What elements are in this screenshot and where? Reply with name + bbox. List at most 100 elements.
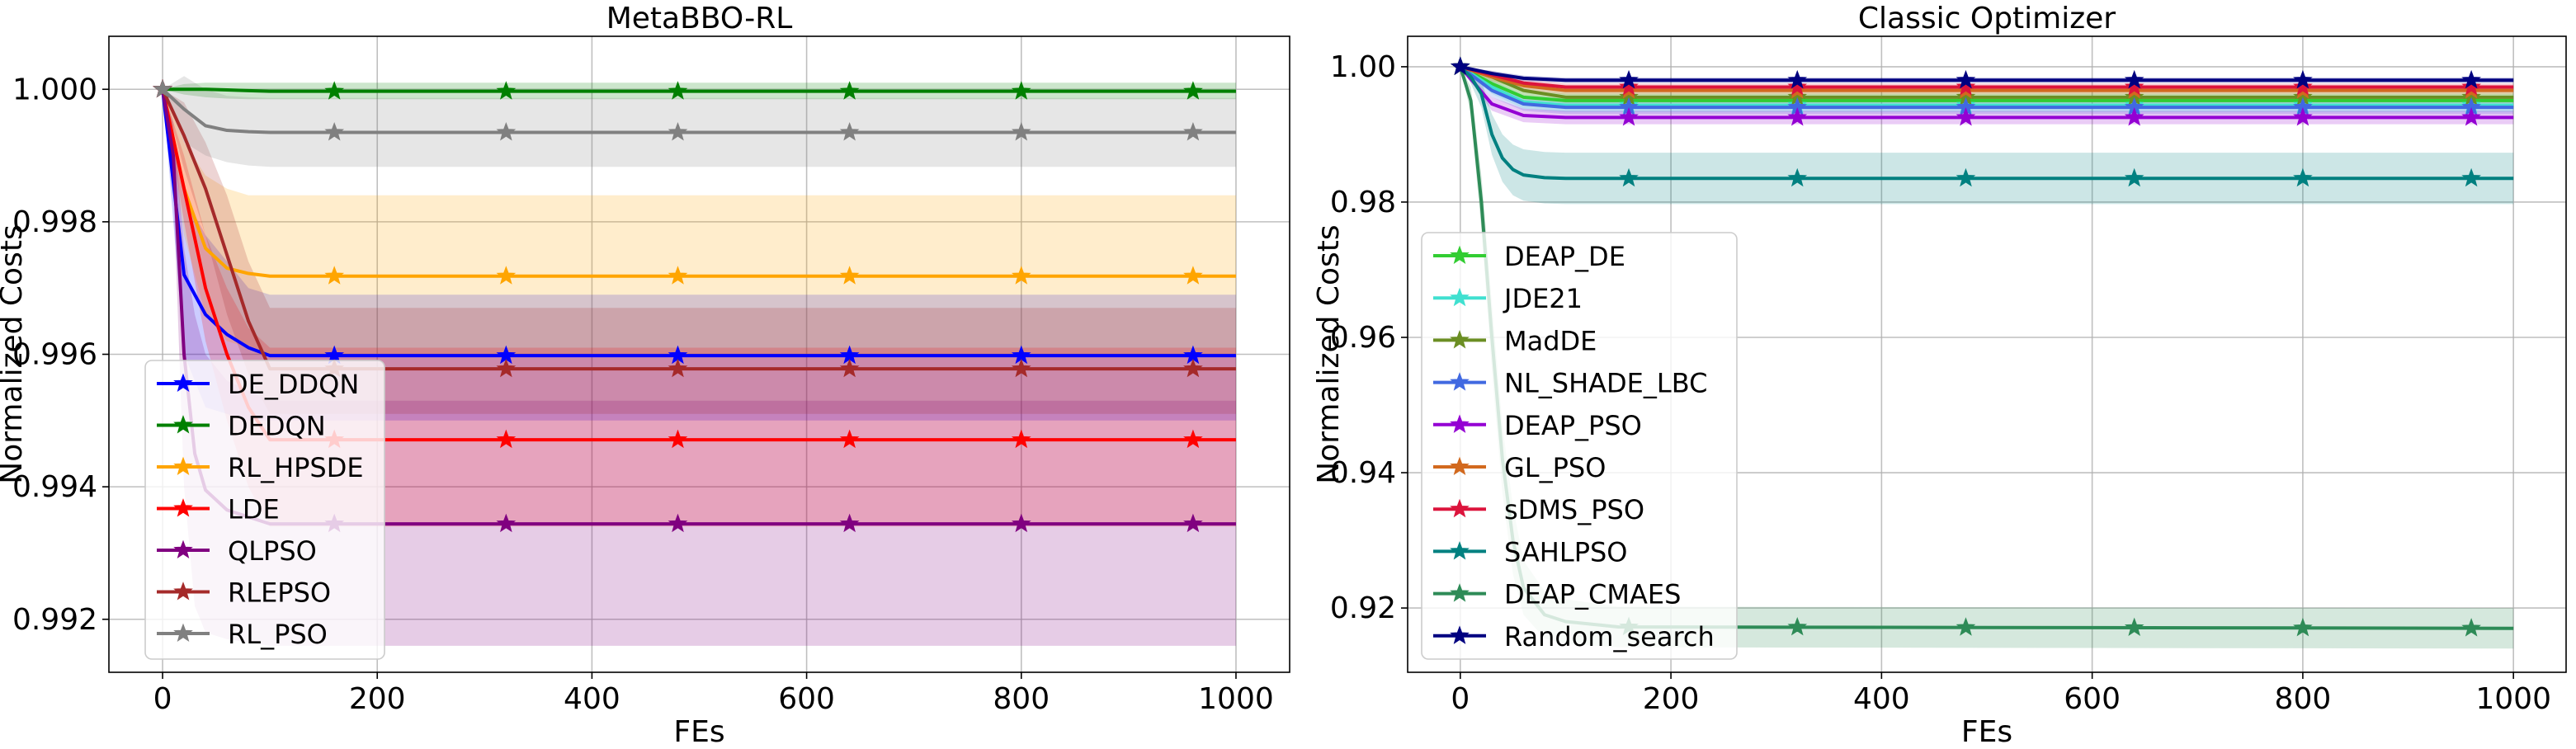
legend: DE_DDQN DEDQN RL_HPSDE LDE QLPSO RLEPSO RL_PSO [144,360,385,660]
data-point-marker [668,429,688,449]
legend-entry: RL_HPSDE [157,452,364,483]
data-point-marker [2124,617,2144,637]
data-point-marker [324,81,345,100]
x-tick-label: 0 [1451,682,1470,716]
data-point-marker [1011,122,1031,141]
data-point-marker [668,266,688,285]
legend-label: sDMS_PSO [1504,494,1644,525]
legend-marker [173,623,193,643]
legend-marker [1450,456,1470,476]
data-point-marker [2461,167,2481,187]
legend-marker [173,415,193,434]
data-point-marker [839,513,860,533]
y-tick-label: 0.96 [1330,321,1396,355]
series-line [1459,65,2514,110]
data-point-marker [1011,429,1031,449]
legend-entry: DE_DDQN [157,369,359,400]
x-tick-label: 200 [349,682,406,716]
confidence-band [1460,66,2514,115]
data-point-marker [496,358,517,378]
series-line [1459,65,2514,107]
x-tick-label: 1000 [1198,682,1274,716]
data-point-marker [1183,429,1203,449]
data-point-marker [2461,69,2481,89]
series-line [163,87,1236,93]
legend-entry: QLPSO [157,535,317,567]
confidence-band [163,76,1236,167]
legend-entry: DEAP_PSO [1433,410,1642,441]
data-point-marker [496,81,517,100]
y-axis-label: Normalized Costs [0,224,29,483]
confidence-band [1460,66,2514,91]
data-point-marker [1956,107,1976,126]
data-point-marker [668,81,688,100]
legend-box [144,360,385,660]
legend-label: DEDQN [228,411,326,442]
x-tick-label: 400 [564,682,620,716]
data-point-marker [668,122,688,141]
panel-classic-optimizer: Classic Optimizer FEs Normalized Costs 0… [1312,2,2567,749]
legend-entry: GL_PSO [1433,452,1606,483]
legend-label: DE_DDQN [228,369,359,400]
series-line [161,89,1236,358]
legend-marker [173,539,193,559]
data-point-marker [1011,81,1031,100]
series-line [1460,64,2514,82]
legend-marker [173,498,193,517]
data-point-marker [839,122,860,141]
legend-label: RLEPSO [228,577,331,609]
data-point-marker [1787,77,1808,96]
data-point-marker [1956,167,1976,187]
legend-entry: RLEPSO [157,577,331,609]
data-point-marker [2461,618,2481,637]
x-axis-label: FEs [673,715,724,749]
legend-entry: MadDE [1433,325,1597,356]
data-point-marker [1787,69,1808,89]
data-point-marker [1183,266,1203,285]
axes-frame [1407,35,2567,673]
legend-entry: SAHLPSO [1433,536,1627,568]
data-point-marker [839,358,860,378]
data-point-marker [1183,358,1203,378]
x-tick-label: 1000 [2475,682,2551,716]
legend-entry: RL_PSO [157,619,328,650]
legend-label: RL_PSO [228,619,328,650]
y-tick-label: 1.000 [12,73,97,106]
confidence-band [1460,66,2514,103]
confidence-band [1460,66,2514,205]
x-tick-label: 800 [993,682,1050,716]
legend: DEAP_DE JDE21 MadDE NL_SHADE_LBC DEAP_PSO GL_… [1421,232,1738,660]
data-point-marker [1956,69,1976,89]
data-point-marker [1183,513,1203,533]
confidence-band [163,89,1236,646]
data-point-marker [496,429,517,449]
x-tick-label: 400 [1853,682,1910,716]
data-point-marker [2124,107,2144,126]
y-tick-label: 1.00 [1330,50,1396,84]
legend-marker [173,456,193,476]
legend-marker [1450,287,1470,307]
data-point-marker [324,122,345,141]
series-line [1459,65,2514,102]
panel-metabbo-rl: MetaBBO-RL FEs Normalized Costs 0 200 400 6… [0,2,1290,749]
legend-label: DEAP_PSO [1504,410,1642,441]
confidence-band [163,89,1236,421]
data-point-marker [1956,617,1976,636]
data-point-marker [1011,358,1031,378]
data-point-marker [1787,616,1808,636]
legend-entry: NL_SHADE_LBC [1433,368,1707,399]
data-point-marker [1451,56,1470,75]
legend-label: QLPSO [228,535,317,567]
legend-label: SAHLPSO [1504,536,1627,568]
confidence-band [163,89,1236,414]
data-point-marker [1011,266,1031,285]
data-point-marker [324,266,345,285]
legend-entry: Random_search [1433,621,1715,652]
data-point-marker [496,122,517,141]
legend-label: MadDE [1504,325,1597,356]
y-tick-label: 0.992 [12,603,97,637]
legend-entry: DEDQN [157,411,326,442]
data-point-marker [2124,77,2144,96]
data-point-marker [668,513,688,533]
data-point-marker [668,358,688,378]
